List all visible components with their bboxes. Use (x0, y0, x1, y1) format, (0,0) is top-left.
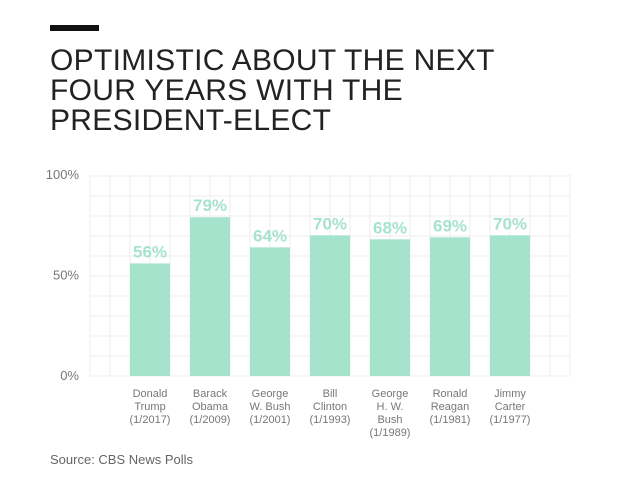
x-tick-label: Trump (134, 401, 165, 413)
x-tick-label: Jimmy (494, 388, 526, 400)
x-tick-label: (1/2017) (130, 414, 171, 426)
x-tick-label: (1/2001) (250, 414, 291, 426)
chart-title: OPTIMISTIC ABOUT THE NEXT FOUR YEARS WIT… (50, 46, 590, 136)
x-tick-label: Obama (192, 401, 229, 413)
x-tick-label: Donald (133, 388, 168, 400)
bar (130, 263, 170, 376)
x-tick-label: Carter (495, 401, 526, 413)
x-tick-label: Bill (323, 388, 338, 400)
data-label: 70% (493, 214, 527, 233)
data-label: 69% (433, 216, 467, 235)
data-label: 70% (313, 214, 347, 233)
y-tick-label: 0% (60, 368, 79, 383)
x-tick-label: W. Bush (250, 401, 291, 413)
x-tick-label: George (252, 388, 289, 400)
x-tick-label: Bush (377, 414, 402, 426)
title-line-1: OPTIMISTIC ABOUT THE NEXT (50, 44, 495, 77)
data-label: 68% (373, 218, 407, 237)
x-tick-label: Ronald (433, 388, 468, 400)
data-label: 56% (133, 242, 167, 261)
x-tick-label: Barack (193, 388, 228, 400)
data-label: 64% (253, 226, 287, 245)
y-tick-label: 50% (53, 268, 79, 283)
x-tick-label: (1/2009) (190, 414, 231, 426)
bar (310, 235, 350, 376)
x-tick-label: (1/1993) (310, 414, 351, 426)
bar (430, 237, 470, 376)
bar (370, 239, 410, 376)
x-tick-label: (1/1981) (430, 414, 471, 426)
source-note: Source: CBS News Polls (50, 452, 194, 467)
bar (490, 235, 530, 376)
data-label: 79% (193, 196, 227, 215)
x-tick-label: (1/1989) (370, 427, 411, 439)
x-tick-label: (1/1977) (490, 414, 531, 426)
y-tick-label: 100% (46, 167, 80, 182)
title-line-2: FOUR YEARS WITH THE (50, 74, 403, 107)
title-line-3: PRESIDENT-ELECT (50, 104, 332, 137)
title-accent-bar (50, 25, 99, 31)
x-tick-label: George (372, 388, 409, 400)
x-tick-label: Reagan (431, 401, 470, 413)
bar (250, 247, 290, 376)
x-tick-label: H. W. (377, 401, 404, 413)
bar (190, 217, 230, 376)
x-tick-label: Clinton (313, 401, 347, 413)
